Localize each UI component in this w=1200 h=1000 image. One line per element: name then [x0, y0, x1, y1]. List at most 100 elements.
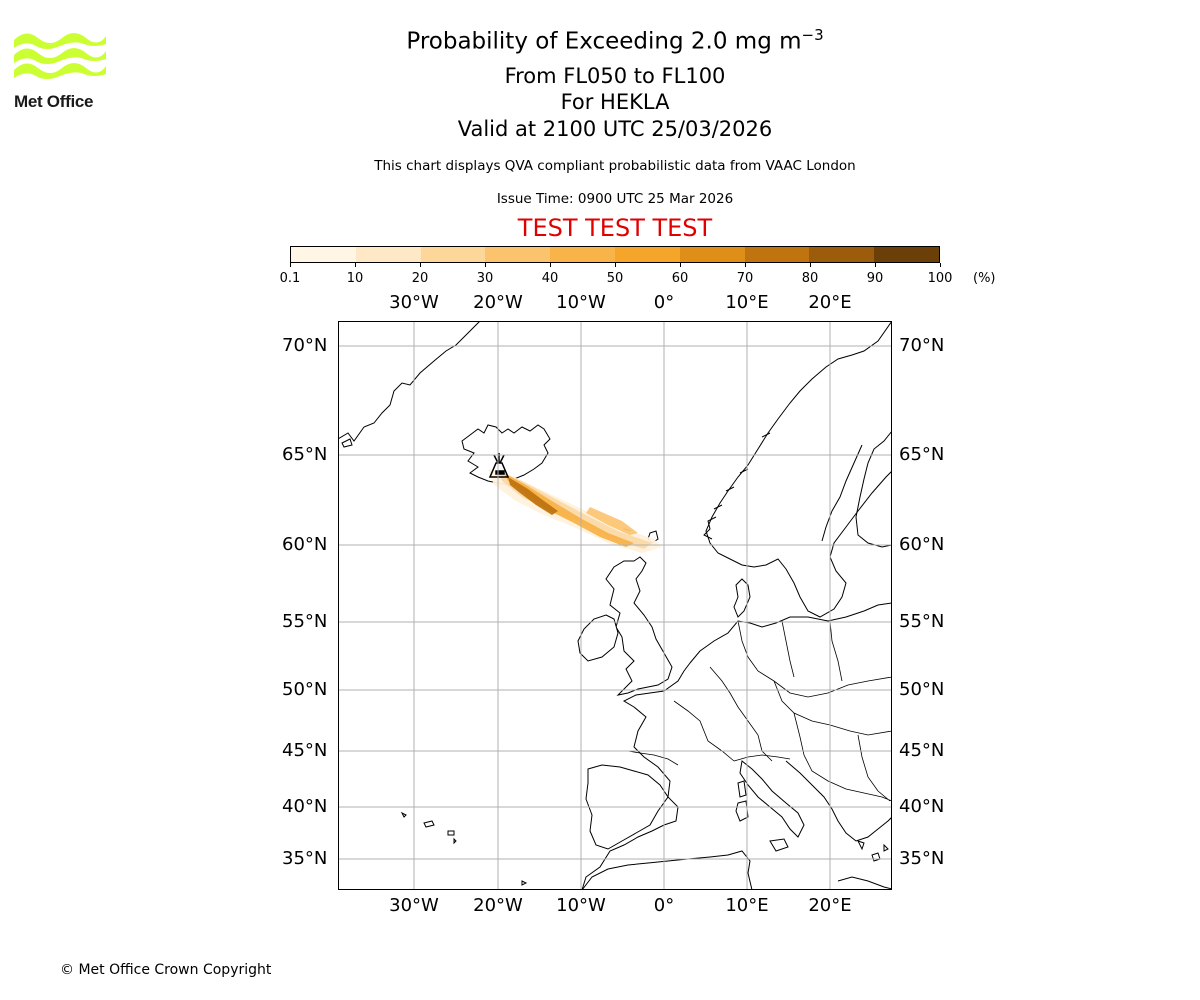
colorbar-tick-label: 30	[476, 271, 494, 286]
map-panel[interactable]	[338, 321, 892, 890]
colorbar-tick-label: 90	[866, 271, 884, 286]
issue-time: Issue Time: 0900 UTC 25 Mar 2026	[496, 191, 734, 207]
colorbar-swatch-1	[355, 247, 421, 262]
plume-band-mid	[498, 471, 652, 549]
longitude-label-top: 20°W	[473, 292, 523, 313]
latitude-label-left: 55°N	[282, 611, 328, 632]
chart-description: This chart displays QVA compliant probab…	[374, 158, 856, 174]
latitude-label-left: 35°N	[282, 848, 328, 869]
colorbar-tickmark	[289, 263, 291, 267]
colorbar-swatch-2	[420, 247, 486, 262]
longitude-label-top: 10°E	[725, 292, 769, 313]
colorbar-swatch-7	[744, 247, 810, 262]
national-borders	[627, 620, 892, 802]
title-exponent: −3	[801, 26, 824, 44]
balkans-coast	[785, 760, 892, 842]
madeira-island	[521, 880, 528, 886]
latitude-label-left: 50°N	[282, 679, 328, 700]
latitude-label-right: 50°N	[899, 679, 945, 700]
volcano-marker-icon[interactable]	[488, 453, 510, 478]
longitude-label-bottom: 20°W	[473, 895, 523, 916]
colorbar-tickmark	[484, 263, 486, 267]
colorbar-swatch-0	[291, 247, 356, 262]
colorbar-tick-label: 50	[606, 271, 624, 286]
longitude-label-bottom: 10°E	[725, 895, 769, 916]
continental-europe-coast	[581, 602, 892, 890]
greenland-coast	[338, 321, 481, 442]
ash-plume	[488, 469, 662, 553]
italy-coast	[739, 760, 805, 838]
flight-level-range: From FL050 to FL100	[504, 64, 726, 88]
longitude-label-bottom: 0°	[653, 895, 675, 916]
valid-time: Valid at 2100 UTC 25/03/2026	[457, 117, 773, 141]
colorbar-swatch-9	[874, 247, 939, 262]
latitude-label-left: 65°N	[282, 444, 328, 465]
longitude-label-top: 0°	[653, 292, 675, 313]
ireland-coast	[577, 614, 619, 662]
azores-islands	[400, 811, 457, 845]
colorbar-swatch-5	[614, 247, 680, 262]
colorbar-tick-label: 40	[541, 271, 559, 286]
colorbar-swatch-8	[809, 247, 875, 262]
colorbar-swatch-6	[679, 247, 745, 262]
sicily-coast	[769, 838, 789, 852]
libya-coast	[837, 876, 892, 890]
longitude-label-top: 10°W	[556, 292, 606, 313]
colorbar-tickmark	[614, 263, 616, 267]
latitude-label-left: 45°N	[282, 740, 328, 761]
gulf-of-bothnia-shore	[821, 444, 863, 542]
colorbar-tickmark	[874, 263, 876, 267]
greenland-islet	[341, 438, 353, 448]
copyright-notice: © Met Office Crown Copyright	[60, 962, 272, 978]
longitude-label-top: 30°W	[389, 292, 439, 313]
longitude-label-bottom: 20°E	[808, 895, 852, 916]
colorbar-unit: (%)	[973, 271, 996, 286]
iberia-coast	[585, 764, 669, 850]
graticule	[338, 321, 892, 890]
latitude-label-right: 60°N	[899, 534, 945, 555]
colorbar-tick-label: 20	[411, 271, 429, 286]
longitude-label-bottom: 30°W	[389, 895, 439, 916]
latitude-label-left: 60°N	[282, 534, 328, 555]
title-text: Probability of Exceeding 2.0 mg m	[406, 28, 802, 55]
probability-colorbar	[290, 246, 940, 263]
test-banner: TEST TEST TEST	[517, 214, 713, 242]
latitude-label-left: 70°N	[282, 335, 328, 356]
norway-fjords	[703, 432, 771, 540]
latitude-label-right: 65°N	[899, 444, 945, 465]
latitude-label-right: 45°N	[899, 740, 945, 761]
colorbar-tickmark	[549, 263, 551, 267]
latitude-label-right: 70°N	[899, 335, 945, 356]
colorbar-tickmark	[744, 263, 746, 267]
colorbar-tick-label: 60	[671, 271, 689, 286]
denmark-coast	[733, 578, 751, 618]
met-office-logo: Met Office	[14, 30, 108, 112]
volcano-name: For HEKLA	[560, 90, 670, 114]
colorbar-tickmark	[354, 263, 356, 267]
colorbar-swatch-3	[485, 247, 551, 262]
colorbar-tickmark	[939, 263, 941, 267]
map-svg	[338, 321, 892, 890]
latitude-label-right: 40°N	[899, 796, 945, 817]
chart-title: Probability of Exceeding 2.0 mg m−3	[0, 26, 1200, 55]
great-britain-coast	[605, 556, 673, 696]
colorbar-tickmark	[419, 263, 421, 267]
colorbar-tick-label: 10	[346, 271, 364, 286]
sardinia-coast	[735, 800, 749, 822]
colorbar-tick-label: 70	[736, 271, 754, 286]
plume-core	[508, 477, 558, 515]
colorbar-swatch-4	[550, 247, 615, 262]
scandinavia-coast	[705, 321, 892, 618]
longitude-label-bottom: 10°W	[556, 895, 606, 916]
latitude-label-right: 35°N	[899, 848, 945, 869]
logo-text: Met Office	[14, 92, 94, 111]
finland-coast	[855, 430, 892, 548]
met-office-waves-icon	[14, 33, 106, 79]
colorbar-tick-label: 80	[801, 271, 819, 286]
plume-band-high	[504, 473, 634, 547]
latitude-label-right: 55°N	[899, 611, 945, 632]
colorbar-tick-label: 100	[927, 271, 953, 286]
latitude-label-left: 40°N	[282, 796, 328, 817]
longitude-label-top: 20°E	[808, 292, 852, 313]
colorbar-tickmark	[809, 263, 811, 267]
